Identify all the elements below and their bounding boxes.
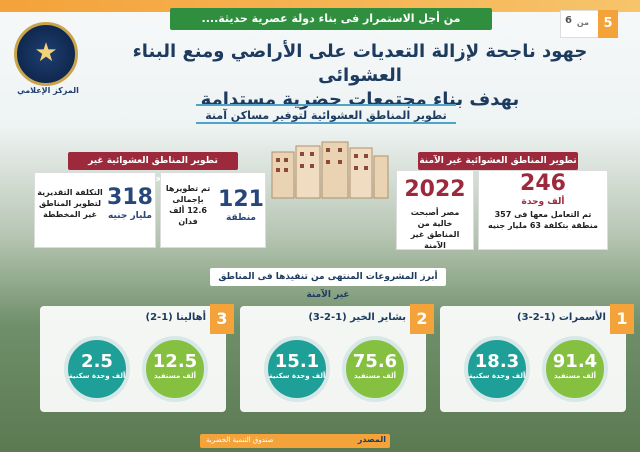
unsafe-stat-year: 2022 مصر أصبحت خالية من المناطق غير الآم… — [396, 170, 474, 250]
source-label: المصدر — [357, 435, 386, 444]
unplanned-cost-unit: مليار جنيه — [108, 211, 152, 221]
media-center-logo-icon: ★ — [14, 22, 78, 86]
unplanned-areas-unit: منطقة — [226, 213, 256, 223]
unplanned-stat-areas: 121 منطقة تم تطويرها بإجمالى 12.6 ألف فد… — [160, 172, 266, 248]
source-footer: المصدر صندوق التنمية الحضرية — [200, 434, 390, 448]
project-2-units-value: 15.1 — [274, 351, 320, 372]
project-2-beneficiaries-value: 75.6 — [352, 351, 398, 372]
unsafe-units-value: 246 — [520, 171, 566, 196]
section-subtitle: تطوير المناطق العشوائية لتوفير مساكن آمن… — [196, 104, 456, 124]
unsafe-stat-units: 246 ألف وحدة تم التعامل معها فى 357 منطق… — [478, 170, 608, 250]
unplanned-areas-value: 121 — [218, 187, 264, 212]
logo-caption: المركز الإعلامي — [17, 86, 79, 95]
project-1-number: 1 — [610, 304, 634, 334]
project-1-title: الأسمرات (1-2-3) — [517, 312, 606, 323]
project-3-units: 2.5 ألف وحدة سكنية — [64, 336, 130, 402]
project-1-units-value: 18.3 — [474, 351, 520, 372]
page-current: 5 — [598, 10, 618, 38]
project-2-units: 15.1 ألف وحدة سكنية — [264, 336, 330, 402]
project-2-title: بشاير الخير (1-2-3) — [308, 312, 406, 323]
unplanned-stat-cost: 318 مليار جنيه التكلفة التقديرية لتطوير … — [34, 172, 156, 248]
project-3-number: 3 — [210, 304, 234, 334]
source-name: صندوق التنمية الحضرية — [206, 436, 274, 444]
projects-title: أبرز المشروعات المنتهى من تنفيذها فى الم… — [210, 268, 446, 300]
page-of-label: من — [576, 18, 589, 27]
unsafe-units-desc: تم التعامل معها فى 357 منطقة بتكلفة 63 م… — [488, 210, 598, 230]
buildings-illustration-icon — [271, 141, 389, 199]
project-3-units-label: ألف وحدة سكنية — [68, 372, 126, 380]
project-2-units-label: ألف وحدة سكنية — [268, 372, 326, 380]
project-2-beneficiaries: 75.6 ألف مستفيد — [342, 336, 408, 402]
unplanned-areas-tag: تطوير المناطق العشوائية غير المخططة — [68, 152, 238, 184]
unsafe-year-desc: مصر أصبحت خالية من المناطق غير الآمنة — [410, 208, 460, 250]
unplanned-areas-desc: تم تطويرها بإجمالى 12.6 ألف فدان — [165, 184, 211, 226]
project-2-beneficiaries-label: ألف مستفيد — [353, 372, 397, 380]
project-1-beneficiaries-label: ألف مستفيد — [553, 372, 597, 380]
unsafe-year-value: 2022 — [404, 177, 466, 202]
project-3-beneficiaries-value: 12.5 — [152, 351, 198, 372]
unplanned-cost-desc: التكلفة التقديرية لتطوير المناطق غير الم… — [37, 187, 103, 219]
project-3-beneficiaries-label: ألف مستفيد — [153, 372, 197, 380]
project-card-1: 1 الأسمرات (1-2-3) 91.4 ألف مستفيد 18.3 … — [440, 304, 634, 412]
page-total: 6 — [565, 15, 572, 26]
project-1-units: 18.3 ألف وحدة سكنية — [464, 336, 530, 402]
page-title: جهود ناجحة لإزالة التعديات على الأراضي و… — [90, 40, 630, 112]
project-1-beneficiaries-value: 91.4 — [552, 351, 598, 372]
project-card-2: 2 بشاير الخير (1-2-3) 75.6 ألف مستفيد 15… — [240, 304, 434, 412]
unplanned-cost-value: 318 — [107, 185, 153, 210]
unsafe-units-unit: ألف وحدة — [521, 197, 565, 207]
project-1-beneficiaries: 91.4 ألف مستفيد — [542, 336, 608, 402]
tagline-banner: من أجل الاستمرار فى بناء دولة عصرية حديث… — [170, 8, 492, 30]
project-1-units-label: ألف وحدة سكنية — [468, 372, 526, 380]
project-card-3: 3 أهالينا (1-2) 12.5 ألف مستفيد 2.5 ألف … — [40, 304, 234, 412]
title-line-1: جهود ناجحة لإزالة التعديات على الأراضي و… — [132, 41, 588, 86]
project-2-number: 2 — [410, 304, 434, 334]
project-3-beneficiaries: 12.5 ألف مستفيد — [142, 336, 208, 402]
unsafe-areas-tag: تطوير المناطق العشوائية غير الآمنة — [418, 152, 578, 170]
project-3-units-value: 2.5 — [81, 351, 113, 372]
project-3-title: أهالينا (1-2) — [145, 312, 206, 323]
